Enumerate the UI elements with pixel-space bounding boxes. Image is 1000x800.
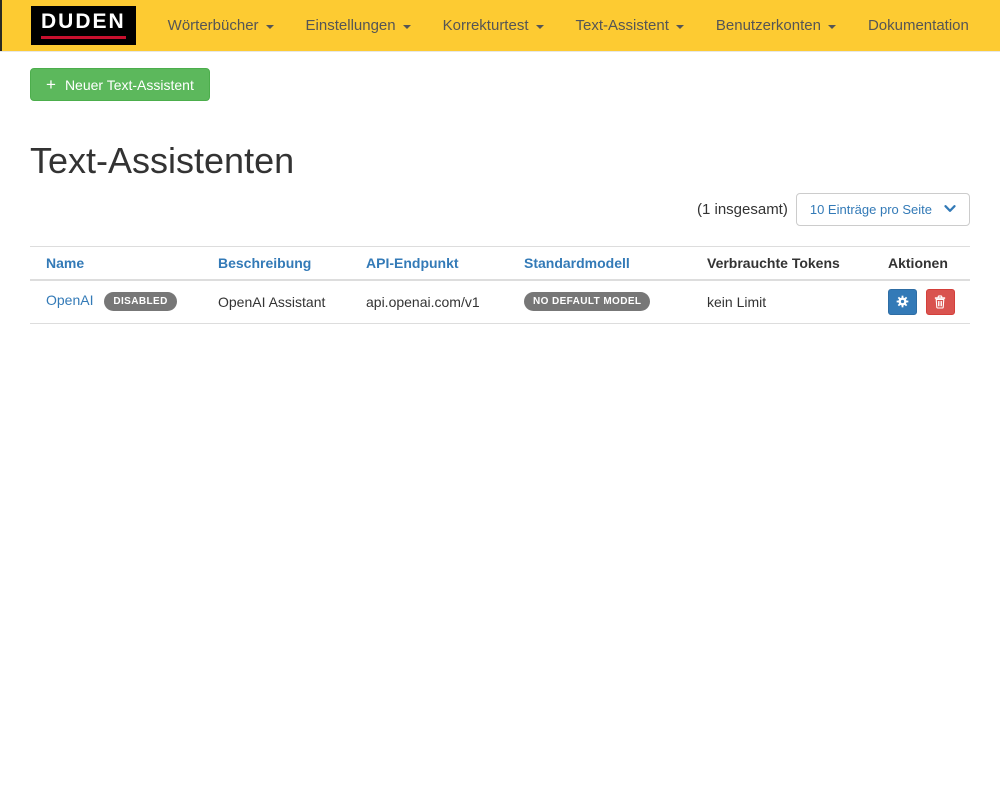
brand-text: DUDEN [41, 11, 126, 39]
assistant-tokens: kein Limit [699, 279, 880, 324]
assistant-name-link[interactable]: OpenAI [46, 292, 94, 309]
table-header-row: Name Beschreibung API-Endpunkt Standardm… [30, 245, 970, 281]
assistant-api-endpoint: api.openai.com/v1 [358, 279, 516, 324]
gear-icon [896, 295, 909, 308]
nav-item-label: Dokumentation [867, 17, 969, 34]
settings-button[interactable] [888, 288, 917, 315]
nav-item-label: Text-Assistent [575, 17, 669, 34]
chevron-down-icon [944, 205, 956, 212]
nav-item-korrekturtest[interactable]: Korrekturtest [427, 2, 560, 49]
column-header-api-endpunkt[interactable]: API-Endpunkt [366, 254, 459, 271]
caret-down-icon [535, 24, 544, 29]
caret-down-icon [402, 24, 411, 29]
nav-item-dokumentation[interactable]: Dokumentation [852, 2, 985, 49]
brand-logo[interactable]: DUDEN [31, 6, 136, 45]
column-header-standardmodell[interactable]: Standardmodell [524, 254, 630, 271]
table-row: OpenAI DISABLED OpenAI Assistant api.ope… [30, 279, 970, 324]
nav-item-label: Wörterbücher [167, 17, 259, 34]
assistants-table: Name Beschreibung API-Endpunkt Standardm… [30, 245, 970, 324]
nav-item-woerterbuecher[interactable]: Wörterbücher [152, 2, 290, 49]
plus-icon: + [46, 75, 56, 94]
column-header-name[interactable]: Name [46, 254, 85, 271]
column-header-beschreibung[interactable]: Beschreibung [218, 254, 312, 271]
main-content: + Neuer Text-Assistent Text-Assistenten … [0, 52, 1000, 324]
delete-button[interactable] [925, 288, 955, 315]
page-title: Text-Assistenten [30, 140, 295, 181]
caret-down-icon [675, 24, 684, 29]
nav-item-label: Benutzerkonten [715, 17, 821, 34]
caret-down-icon [827, 24, 836, 29]
nav-item-benutzerkonten[interactable]: Benutzerkonten [700, 2, 852, 49]
trash-icon [935, 294, 946, 309]
page-size-value: 10 Einträge pro Seite [809, 201, 932, 217]
main-nav: Wörterbücher Einstellungen Korrekturtest… [152, 2, 985, 49]
new-text-assistant-button[interactable]: + Neuer Text-Assistent [30, 68, 210, 101]
nav-item-label: Einstellungen [305, 17, 396, 34]
column-header-verbrauchte-tokens: Verbrauchte Tokens [699, 245, 880, 281]
navbar: DUDEN Wörterbücher Einstellungen Korrekt… [0, 0, 1000, 52]
column-header-aktionen: Aktionen [880, 245, 970, 281]
nav-item-text-assistent[interactable]: Text-Assistent [560, 2, 700, 49]
caret-down-icon [265, 24, 274, 29]
default-model-badge: NO DEFAULT MODEL [524, 292, 651, 312]
disabled-status-badge: DISABLED [104, 292, 177, 312]
assistant-description: OpenAI Assistant [210, 279, 358, 324]
list-controls: (1 insgesamt) 10 Einträge pro Seite [30, 192, 970, 226]
page-size-select[interactable]: 10 Einträge pro Seite [795, 192, 970, 226]
total-count: (1 insgesamt) [696, 200, 788, 218]
nav-item-label: Korrekturtest [442, 17, 529, 34]
nav-item-einstellungen[interactable]: Einstellungen [290, 2, 427, 49]
new-button-label: Neuer Text-Assistent [64, 76, 194, 93]
